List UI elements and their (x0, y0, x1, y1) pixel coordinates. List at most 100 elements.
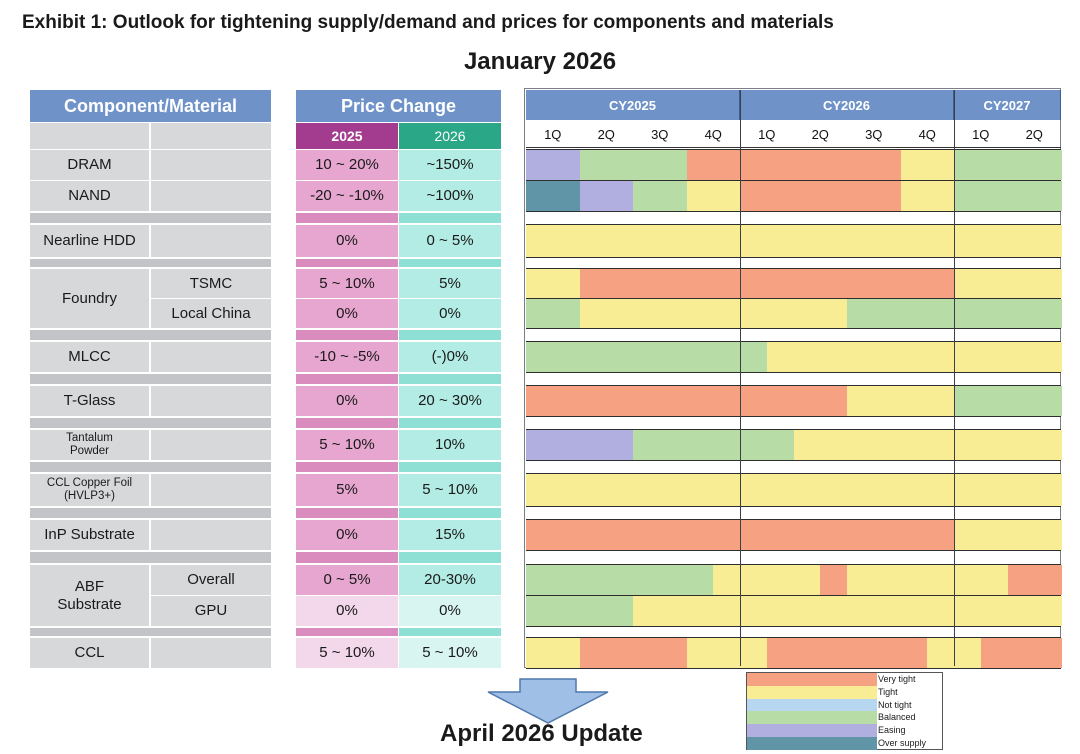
outlook-cell (633, 638, 688, 668)
outlook-cell (579, 386, 634, 416)
outlook-cell (740, 181, 795, 211)
price-2025-dram: 10 ~ 20% (296, 150, 398, 180)
outlook-cell (686, 269, 741, 298)
legend-item-tight: Tight (747, 685, 942, 699)
outlook-cell (954, 638, 982, 668)
outlook-cell (740, 596, 795, 626)
separator (30, 330, 271, 340)
row-rule (526, 506, 1061, 507)
quarter-header: 4Q (918, 127, 936, 142)
outlook-cell (633, 181, 688, 211)
outlook-cell (954, 342, 1009, 372)
price-2025-t-glass: 0% (296, 386, 398, 416)
row-rule (526, 637, 1061, 638)
year-header-cy2026: CY2026 (740, 90, 954, 120)
year-divider (739, 90, 741, 666)
outlook-cell (633, 430, 688, 460)
price-2026-dram: ~150% (399, 150, 501, 180)
outlook-cell (579, 342, 634, 372)
year-header-cy2025: CY2025 (526, 90, 740, 120)
outlook-cell (740, 474, 795, 506)
outlook-cell (686, 565, 714, 595)
price-2025-abf-gpu: 0% (296, 596, 398, 626)
outlook-cell (1007, 565, 1062, 595)
outlook-cell (793, 299, 848, 328)
outlook-cell (847, 150, 902, 180)
outlook-cell (766, 342, 795, 372)
item-label-t-glass (151, 386, 271, 416)
outlook-cell (793, 520, 848, 550)
outlook-cell (793, 474, 848, 506)
separator (296, 418, 398, 428)
legend-label: Tight (878, 686, 898, 697)
outlook-cell (686, 474, 741, 506)
outlook-cell (1007, 269, 1062, 298)
outlook-cell (793, 596, 848, 626)
outlook-cell (793, 638, 848, 668)
legend-label: Very tight (878, 674, 916, 684)
quarter-header: 3Q (651, 127, 669, 142)
year-2026-header: 2026 (399, 123, 501, 149)
component-header: Component/Material (30, 90, 271, 122)
outlook-cell (847, 520, 902, 550)
exhibit-title: Exhibit 1: Outlook for tightening supply… (22, 12, 834, 33)
row-rule (526, 564, 1061, 565)
price-2026-nand: ~100% (399, 181, 501, 211)
row-rule (526, 298, 1061, 299)
legend-swatch (747, 685, 877, 699)
outlook-cell (686, 596, 741, 626)
outlook-cell (847, 474, 902, 506)
outlook-cell (900, 269, 955, 298)
item-label-tsmc: TSMC (151, 269, 271, 298)
outlook-cell (1007, 520, 1062, 550)
row-rule (526, 372, 1061, 373)
price-2025-nand: -20 ~ -10% (296, 181, 398, 211)
outlook-cell (1007, 342, 1062, 372)
outlook-cell (526, 386, 581, 416)
outlook-cell (740, 386, 795, 416)
group-label-ccl-copper-foil: CCL Copper Foil (HVLP3+) (30, 474, 149, 506)
outlook-cell (847, 386, 902, 416)
group-label-nand: NAND (30, 181, 149, 211)
outlook-cell (579, 225, 634, 257)
outlook-cell (740, 520, 795, 550)
header-rule (526, 147, 1061, 148)
price-2026-inp: 15% (399, 520, 501, 550)
separator (30, 552, 271, 563)
row-rule (526, 668, 1061, 669)
outlook-cell (900, 386, 955, 416)
price-2025-nearline-hdd: 0% (296, 225, 398, 257)
separator (296, 508, 398, 518)
row-rule (526, 180, 1061, 181)
separator (399, 418, 501, 428)
outlook-cell (900, 150, 955, 180)
price-change-header: Price Change (296, 90, 501, 122)
outlook-cell (900, 299, 955, 328)
item-label-nearline-hdd (151, 225, 271, 257)
outlook-cell (793, 386, 848, 416)
legend-label: Balanced (878, 712, 916, 723)
outlook-cell (579, 638, 634, 668)
outlook-cell (847, 299, 902, 328)
outlook-cell (686, 430, 741, 460)
outlook-cell (766, 638, 795, 668)
separator (296, 213, 398, 223)
row-rule (526, 473, 1061, 474)
outlook-cell (954, 520, 1009, 550)
row-rule (526, 385, 1061, 386)
quarter-header: 2Q (811, 127, 829, 142)
outlook-cell (793, 565, 821, 595)
outlook-cell (526, 269, 581, 298)
outlook-cell (633, 565, 688, 595)
outlook-cell (579, 474, 634, 506)
quarter-header: 2Q (1025, 127, 1043, 142)
outlook-cell (740, 150, 795, 180)
separator (296, 259, 398, 267)
row-rule (526, 519, 1061, 520)
outlook-cell (954, 430, 1009, 460)
separator (296, 330, 398, 340)
outlook-cell (633, 150, 688, 180)
year-2025-header: 2025 (296, 123, 398, 149)
row-rule (526, 626, 1061, 627)
outlook-cell (633, 299, 688, 328)
